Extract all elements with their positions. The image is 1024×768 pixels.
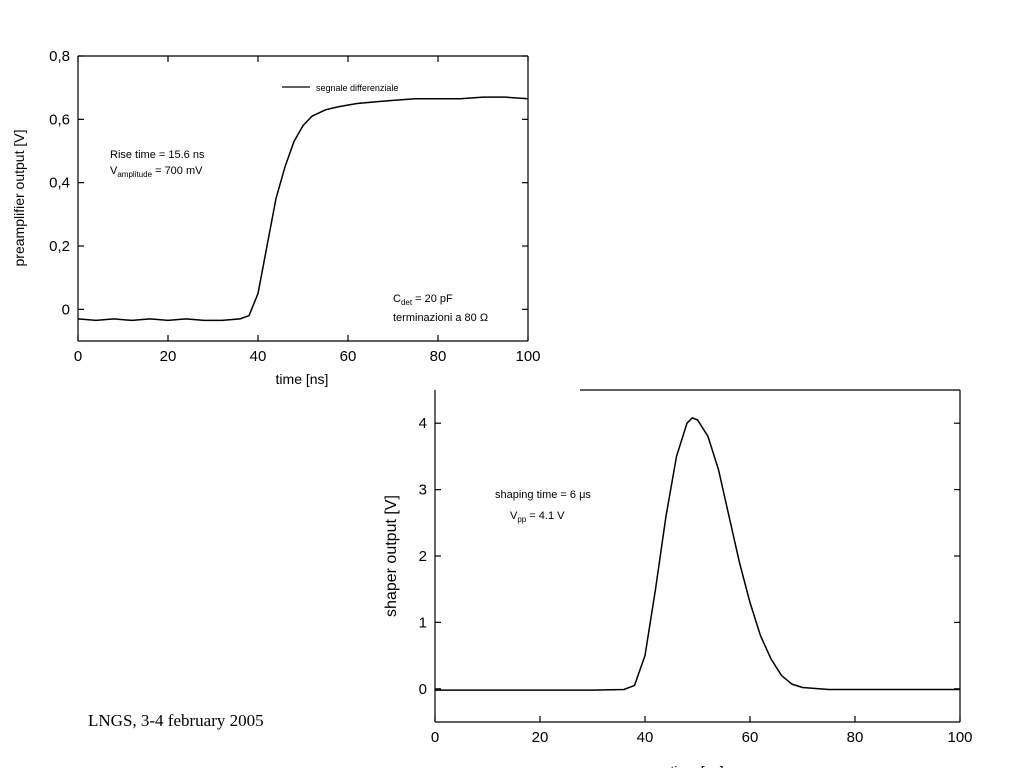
annotation: Vpp = 4.1 V (510, 510, 565, 524)
x-tick-label: 40 (637, 729, 654, 746)
x-tick-label: 20 (532, 729, 549, 746)
annotation: shaping time = 6 μs (495, 489, 591, 501)
x-tick-label: 0 (74, 348, 82, 365)
annotation-text: shaping time = 6 μs (495, 489, 591, 501)
y-tick-label: 4 (419, 415, 427, 432)
annotation-tail: = 20 pF (412, 293, 453, 305)
x-tick-label: 100 (947, 729, 972, 746)
x-tick-label: 60 (340, 348, 357, 365)
y-axis-label: shaper output [V] (383, 495, 400, 617)
x-tick-label: 40 (250, 348, 267, 365)
data-line (435, 417, 960, 691)
x-axis-label: time [ns] (276, 371, 329, 387)
annotation: Rise time = 15.6 ns (110, 149, 205, 161)
annotation-sub: det (401, 298, 413, 307)
y-tick-label: 2 (419, 548, 427, 565)
chart: 0 20 40 60 80 100 0 1 2 3 4 time [μs] shaper output … (383, 389, 973, 768)
legend-label: segnale differenziale (316, 83, 398, 93)
y-tick-label: 3 (419, 482, 427, 499)
y-tick-label: 1 (419, 614, 427, 631)
annotation-text: Rise time = 15.6 ns (110, 149, 205, 161)
y-tick-label: 0,8 (49, 48, 70, 65)
annotation-text: V (110, 165, 118, 177)
x-tick-label: 20 (160, 348, 177, 365)
annotation-sub: pp (517, 515, 526, 524)
annotation-tail: = 700 mV (152, 165, 203, 177)
y-tick-label: 0,2 (49, 238, 70, 255)
y-tick-label: 0 (62, 301, 70, 318)
annotation: Vamplitude = 700 mV (110, 165, 203, 179)
annotation: terminazioni a 80 Ω (393, 312, 488, 324)
annotation-tail: = 4.1 V (526, 510, 565, 522)
x-tick-label: 60 (742, 729, 759, 746)
footer: LNGS, 3-4 february 2005 (88, 711, 264, 730)
x-tick-label: 0 (431, 729, 439, 746)
annotation-text: V (510, 510, 518, 522)
y-axis-label: preamplifier output [V] (11, 130, 27, 267)
y-tick-label: 0,6 (49, 111, 70, 128)
y-tick-label: 0,4 (49, 175, 70, 192)
annotation-text: terminazioni a 80 Ω (393, 312, 488, 324)
y-tick-label: 0 (419, 681, 427, 698)
x-tick-label: 100 (515, 348, 540, 365)
chart: 0 20 40 60 80 100 0 0,2 0,4 0,6 0,8 time [ns] preamp… (11, 48, 541, 387)
data-line (77, 96, 529, 322)
x-tick-label: 80 (430, 348, 447, 365)
annotation-sub: amplitude (117, 170, 152, 179)
x-axis-label: time [μs] (670, 763, 723, 768)
annotation-text: C (393, 293, 401, 305)
x-tick-label: 80 (847, 729, 864, 746)
annotation: Cdet = 20 pF (393, 293, 453, 307)
